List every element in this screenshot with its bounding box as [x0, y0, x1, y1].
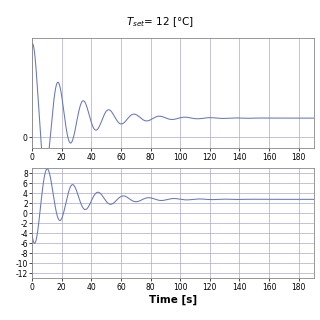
X-axis label: Time [s]: Time [s] [149, 294, 197, 305]
Text: $T_{set}$= 12 [°C]: $T_{set}$= 12 [°C] [126, 15, 194, 29]
